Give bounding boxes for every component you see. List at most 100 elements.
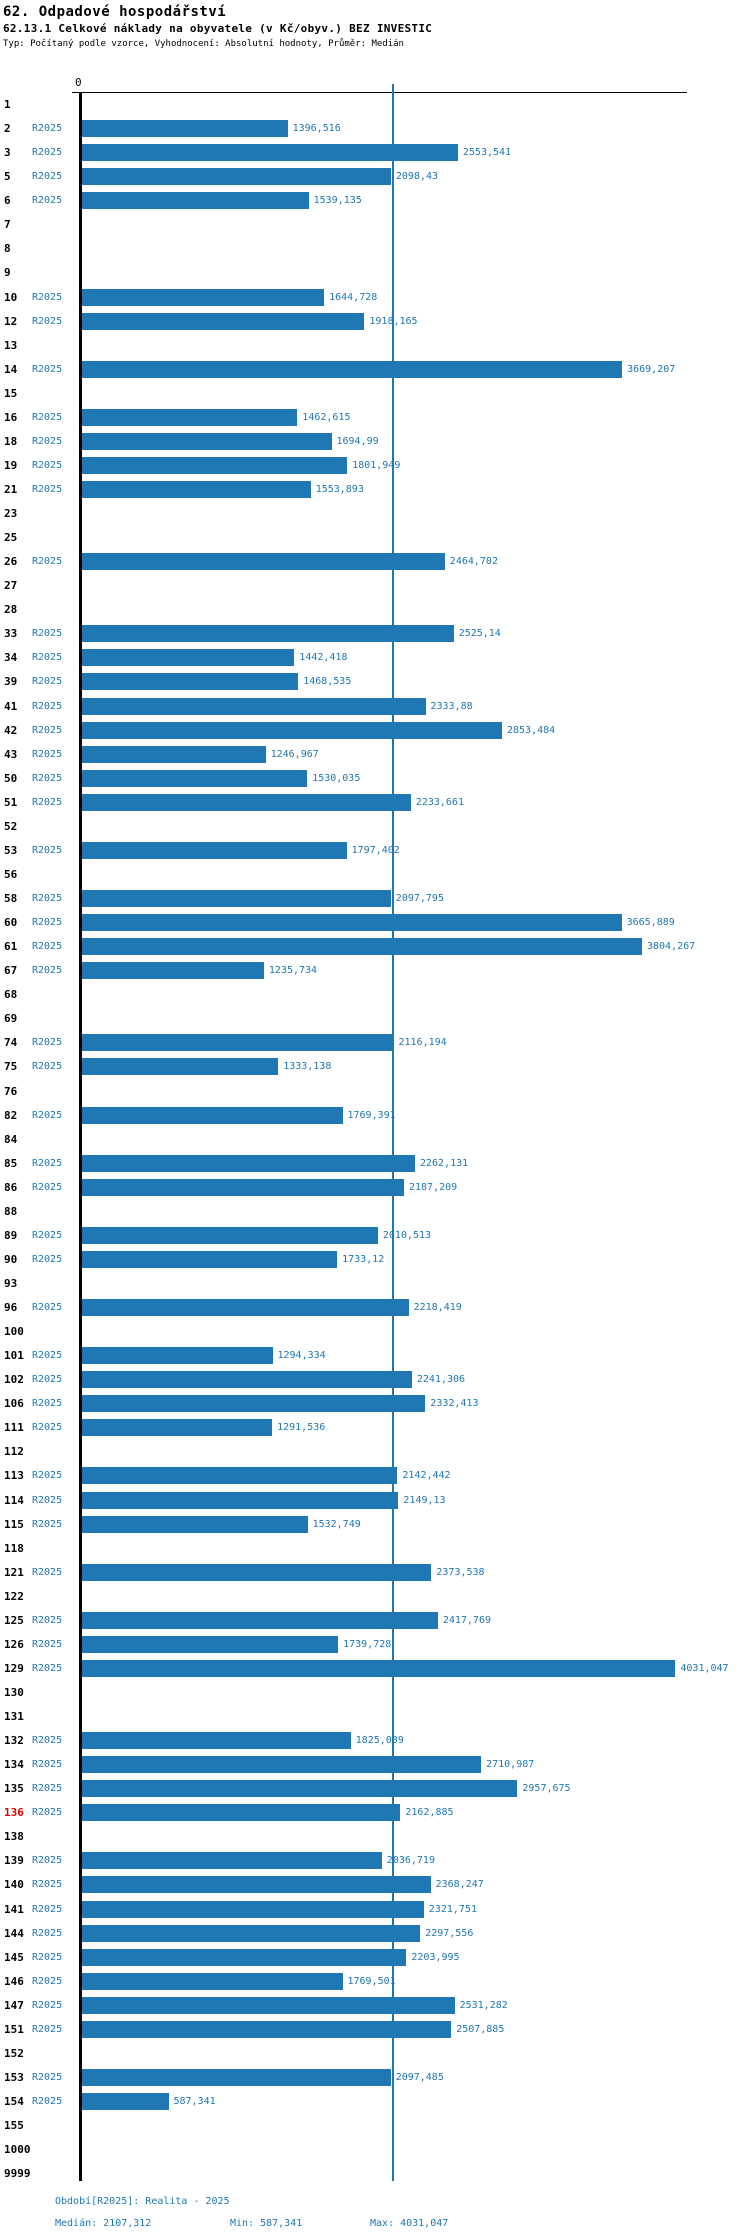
series-label: R2025	[32, 1638, 63, 1650]
row-label: 25	[4, 531, 18, 545]
series-label: R2025	[32, 1229, 63, 1241]
row-label: 53	[4, 843, 18, 857]
row-label: 154	[4, 2095, 24, 2108]
series-label: R2025	[32, 1109, 63, 1121]
bar	[82, 1250, 338, 1268]
chart-row: 93	[0, 1272, 750, 1296]
chart-row: 113 R2025 2142,442	[0, 1464, 750, 1488]
row-label: 6	[4, 194, 11, 208]
row-label: 61	[4, 940, 18, 954]
row-label: 23	[4, 507, 18, 520]
bar	[82, 1178, 404, 1196]
series-label: R2025	[32, 1181, 63, 1193]
row-label: 129	[4, 1661, 24, 1675]
series-label: R2025	[32, 1037, 63, 1049]
chart-row: 131	[0, 1705, 750, 1729]
chart-row: 8	[0, 237, 750, 261]
bar	[82, 625, 454, 643]
series-label: R2025	[32, 1494, 63, 1506]
row-label: 13	[4, 338, 18, 352]
bar	[82, 553, 445, 571]
chart-row: 61 R2025 3804,267	[0, 935, 750, 959]
chart-row: 145 R2025 2203,995	[0, 1946, 750, 1970]
chart-row: 151 R2025 2507,885	[0, 2018, 750, 2042]
row-label: 114	[4, 1493, 24, 1507]
series-label: R2025	[32, 1735, 63, 1747]
series-label: R2025	[32, 459, 63, 471]
bar	[82, 769, 308, 787]
series-label: R2025	[32, 796, 63, 808]
chart-row: 85 R2025 2262,131	[0, 1152, 750, 1176]
bar	[82, 1732, 351, 1750]
bar	[82, 360, 623, 378]
row-label: 67	[4, 964, 18, 978]
row-label: 152	[4, 2046, 24, 2060]
chart-row: 34 R2025 1442,418	[0, 646, 750, 670]
series-label: R2025	[32, 1350, 63, 1362]
chart-row: 19 R2025 1801,949	[0, 454, 750, 478]
value-label: 1825,089	[355, 1735, 404, 1747]
row-label: 50	[4, 771, 18, 785]
value-label: 2332,413	[430, 1398, 479, 1410]
series-label: R2025	[32, 291, 63, 303]
series-label: R2025	[32, 1975, 63, 1987]
chart-row: 147 R2025 2531,282	[0, 1994, 750, 2018]
page-title: 62. Odpadové hospodářství	[3, 4, 227, 20]
row-label: 100	[4, 1325, 24, 1339]
value-label: 2507,885	[456, 2023, 505, 2035]
bar	[82, 1419, 273, 1437]
row-label: 7	[4, 218, 11, 232]
bar	[82, 1972, 343, 1990]
row-label: 19	[4, 458, 18, 472]
value-label: 2957,675	[522, 1783, 571, 1795]
row-label: 136	[4, 1806, 24, 1820]
row-label: 126	[4, 1637, 24, 1651]
chart-row: 136 R2025 2162,885	[0, 1801, 750, 1825]
chart-row: 6 R2025 1539,135	[0, 189, 750, 213]
value-label: 2297,556	[425, 1927, 474, 1939]
row-label: 85	[4, 1156, 18, 1170]
value-label: 2853,484	[507, 724, 556, 736]
footer-max: Max: 4031,047	[370, 2218, 449, 2229]
series-label: R2025	[32, 772, 63, 784]
value-label: 2262,131	[420, 1157, 469, 1169]
series-label: R2025	[32, 556, 63, 568]
row-label: 74	[4, 1036, 18, 1050]
row-label: 93	[4, 1276, 18, 1290]
chart-row: 58 R2025 2097,795	[0, 887, 750, 911]
chart-row: 76	[0, 1080, 750, 1104]
row-label: 9999	[4, 2167, 31, 2181]
chart-row: 26 R2025 2464,702	[0, 550, 750, 574]
chart-row: 115 R2025 1532,749	[0, 1513, 750, 1537]
series-label: R2025	[32, 1614, 63, 1626]
value-label: 2097,485	[395, 2071, 444, 2083]
value-label: 1235,734	[268, 965, 318, 977]
value-label: 1769,501	[347, 1975, 396, 1987]
row-label: 121	[4, 1565, 24, 1579]
chart-row: 43 R2025 1246,967	[0, 743, 750, 767]
chart-row: 68	[0, 983, 750, 1007]
series-label: R2025	[32, 1879, 63, 1891]
bar	[82, 1515, 308, 1533]
series-label: R2025	[32, 844, 63, 856]
value-label: 2241,306	[416, 1374, 466, 1386]
bar	[82, 1611, 438, 1629]
row-label: 147	[4, 1998, 24, 2012]
chart-row: 112	[0, 1440, 750, 1464]
bar	[82, 120, 288, 138]
row-label: 84	[4, 1132, 18, 1146]
value-label: 1739,728	[343, 1638, 392, 1650]
value-label: 2525,14	[458, 628, 501, 640]
series-label: R2025	[32, 965, 63, 977]
bar	[82, 1996, 455, 2014]
value-label: 1468,535	[303, 676, 352, 688]
bar-chart-area: 1 2 R2025 1396,516 3 R2025 2553,541 5 R2025 2098,…	[0, 93, 750, 2189]
row-label: 139	[4, 1854, 24, 1868]
row-label: 5	[4, 170, 11, 184]
y-axis-line	[79, 92, 82, 2181]
series-label: R2025	[32, 700, 63, 712]
value-label: 2187,209	[409, 1181, 458, 1193]
series-label: R2025	[32, 724, 63, 736]
value-label: 2162,885	[405, 1807, 454, 1819]
row-label: 69	[4, 1012, 18, 1026]
